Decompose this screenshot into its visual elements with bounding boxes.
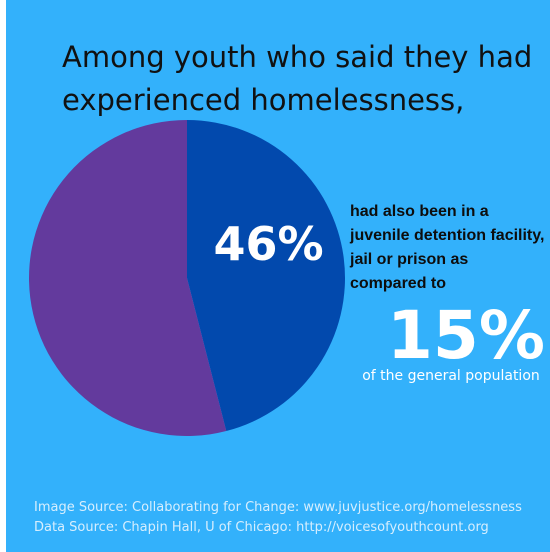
- pie-slice-46: [187, 120, 346, 432]
- pie-slices: [29, 120, 346, 436]
- infographic-canvas: Among youth who said they had experience…: [6, 0, 550, 552]
- data-source-text: Data Source: Chapin Hall, U of Chicago: …: [34, 520, 489, 535]
- pie-slice-label-46: 46%: [213, 217, 323, 271]
- comparison-percentage: 15%: [387, 297, 545, 374]
- headline: Among youth who said they had experience…: [62, 40, 533, 117]
- image-source-text: Image Source: Collaborating for Change: …: [34, 500, 522, 515]
- pie-slice-54: [29, 120, 227, 436]
- pie-chart: 46%: [29, 120, 346, 436]
- sources-block: Image Source: Collaborating for Change: …: [34, 498, 544, 538]
- annotation-text: had also been in a juvenile detention fa…: [350, 203, 545, 292]
- comparison-label: of the general population: [362, 368, 540, 384]
